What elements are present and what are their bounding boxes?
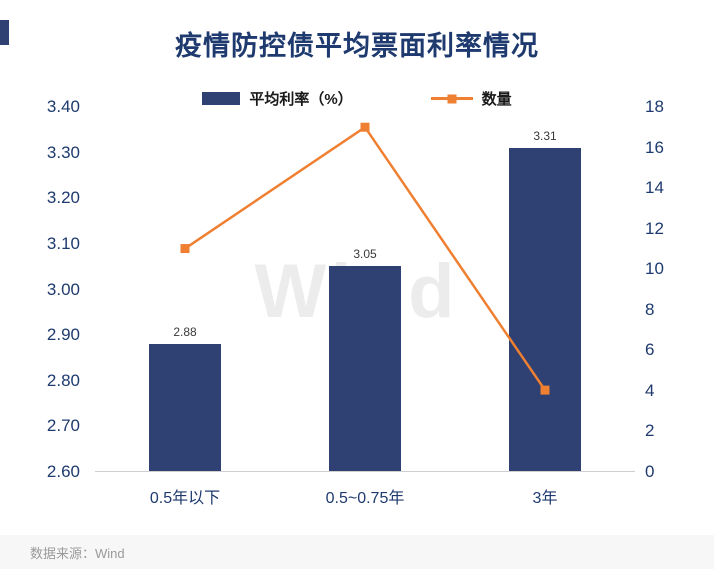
- chart-title: 疫情防控债平均票面利率情况: [175, 31, 539, 61]
- axis-tick-label: 3.20: [46, 188, 80, 208]
- x-axis-label: 0.5年以下: [149, 490, 221, 507]
- axis-tick-label: 3.00: [46, 279, 80, 299]
- data-source-text: 数据来源：Wind: [30, 545, 125, 561]
- axis-tick-label: 2: [645, 421, 655, 441]
- line-marker-icon: [180, 244, 190, 254]
- bar-segment: [509, 147, 581, 471]
- y-axis-left: 3.40 3.30 3.20 3.10 3.00 2.90 2.80 2.70 2.60: [18, 97, 80, 481]
- axis-tick-label: 2.80: [46, 370, 80, 390]
- axis-tick-label: 2.90: [46, 325, 80, 345]
- bar-value-label: 2.88: [173, 324, 197, 339]
- axis-tick-label: 4: [645, 380, 655, 400]
- line-marker-icon: [540, 385, 550, 395]
- y-axis-right: 18 16 14 12 10 8 6 4 2 0: [645, 97, 687, 481]
- axis-tick-label: 3.10: [46, 233, 80, 253]
- bar-value-label: 3.05: [353, 247, 377, 262]
- data-source-footer: 数据来源：Wind: [0, 535, 714, 569]
- x-axis: 0.5年以下 0.5~0.75年 3年: [95, 484, 635, 510]
- axis-tick-label: 8: [645, 299, 655, 319]
- axis-tick-label: 14: [645, 178, 664, 198]
- line-series-square-icon: [447, 94, 457, 103]
- quantity-line: [180, 122, 550, 395]
- axis-tick-label: 0: [645, 462, 655, 481]
- axis-tick-label: 18: [645, 97, 664, 116]
- axis-tick-label: 3.30: [46, 142, 80, 162]
- legend-item-average-rate: 平均利率（%）: [202, 88, 353, 109]
- line-series-marker-icon: [430, 94, 473, 103]
- axis-tick-label: 6: [645, 340, 655, 360]
- axis-tick-label: 10: [645, 259, 664, 279]
- bar-segment: [329, 266, 401, 471]
- legend-label-quantity: 数量: [481, 91, 512, 108]
- axis-tick-label: 16: [645, 137, 664, 157]
- x-axis-label: 0.5~0.75年: [325, 490, 405, 507]
- x-axis-label: 3年: [532, 490, 558, 507]
- legend-item-quantity: 数量: [430, 88, 512, 109]
- bar-value-label: 3.31: [533, 128, 557, 143]
- axis-tick-label: 12: [645, 218, 664, 238]
- legend-label-average-rate: 平均利率（%）: [249, 91, 353, 108]
- axis-tick-label: 2.70: [46, 416, 80, 436]
- line-marker-icon: [360, 122, 370, 132]
- title-accent-bar: [0, 20, 9, 45]
- chart-legend: 平均利率（%） 数量: [0, 88, 714, 109]
- axis-tick-label: 2.60: [46, 462, 80, 481]
- plot-area: 2.88 3.05 3.31: [95, 107, 635, 472]
- bar-series-swatch-icon: [202, 92, 241, 105]
- axis-tick-label: 3.40: [46, 97, 80, 116]
- bar-segment: [149, 343, 221, 471]
